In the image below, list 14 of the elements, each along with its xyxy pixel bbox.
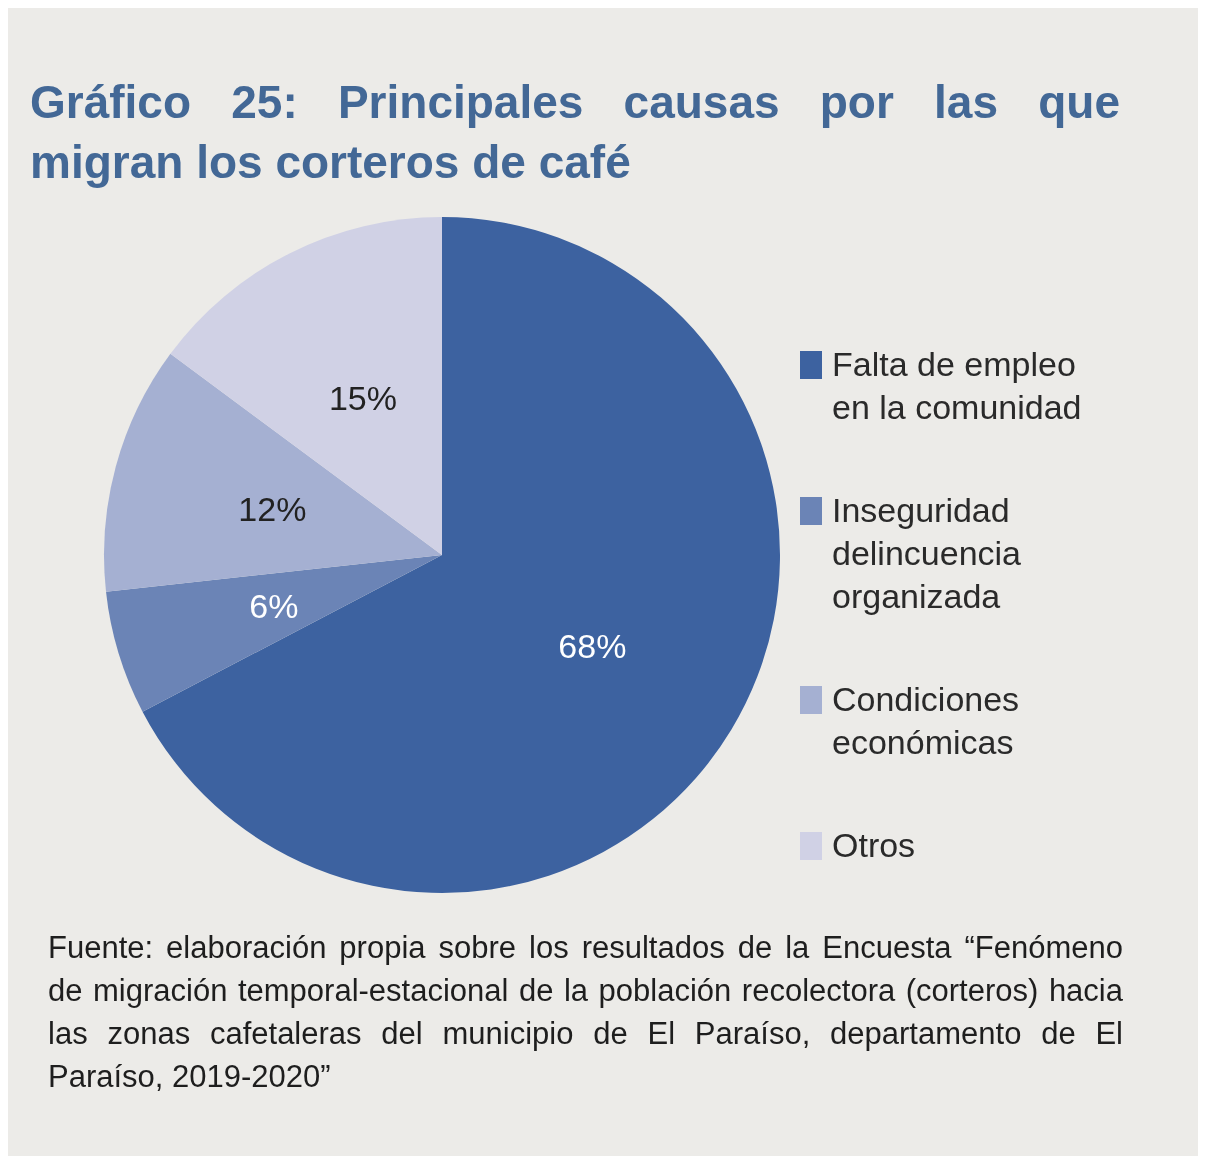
legend-label: Otros xyxy=(832,825,917,866)
pie-slice xyxy=(170,217,442,555)
legend-label: Falta de empleo en la comunidad xyxy=(832,344,1083,428)
legend-label: Inseguridad delincuencia organizada xyxy=(832,490,1023,617)
data-label: 15% xyxy=(328,379,397,418)
chart-title: Gráfico 25: Principales causas por las que migran los corteros de café xyxy=(30,75,1120,190)
data-label: 6% xyxy=(249,587,299,626)
data-label: 12% xyxy=(238,490,307,529)
source-note: Fuente: elaboración propia sobre los resultados de la Encuesta “Fenómeno de migración temporal-estacional de la población recolectora (corteros) hacia las zonas cafetaleras del municipio de El Paraíso, departamento de El Paraíso, 2019-2020” xyxy=(48,929,1123,1096)
pie-slice xyxy=(142,217,780,893)
pie-slice xyxy=(104,353,442,592)
data-label: 68% xyxy=(558,627,627,666)
pie-slice xyxy=(106,555,442,712)
legend-label: Condiciones económicas xyxy=(832,679,1021,763)
